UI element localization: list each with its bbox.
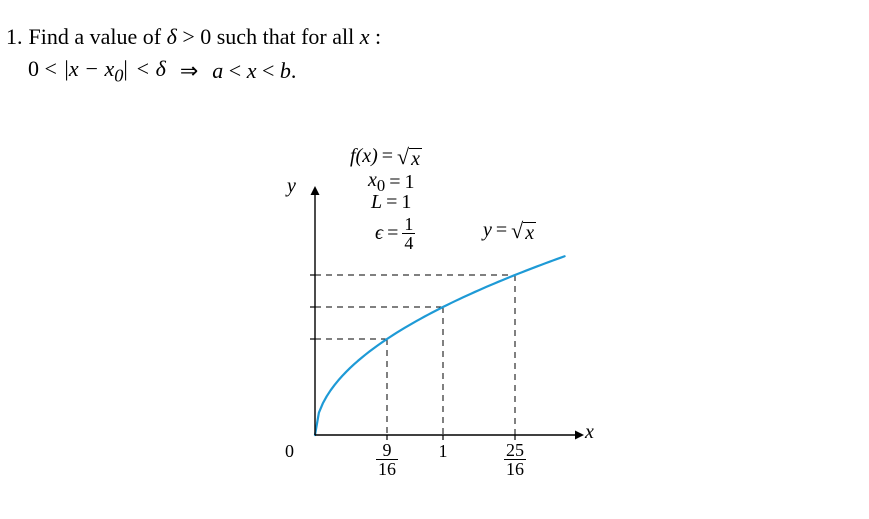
rhs-mid2: <: [256, 58, 279, 83]
y-axis-label: y: [287, 175, 296, 198]
rhs-b: b: [280, 58, 291, 83]
abs-expr: x − x0: [62, 56, 129, 81]
x-tick-label: 916: [375, 441, 399, 478]
x-tick-label: 2516: [503, 441, 527, 478]
problem-statement: 1. Find a value of δ > 0 such that for a…: [6, 24, 381, 50]
delta-symbol: δ: [167, 24, 177, 49]
chart: y x 0 f(x) = √x x0 = 1 L = 1 ϵ = 14: [255, 145, 615, 485]
gt-zero: > 0: [177, 24, 217, 49]
period: .: [291, 58, 297, 83]
implies-symbol: ⇒: [180, 58, 198, 84]
colon: :: [369, 24, 381, 49]
zero-lt: 0 <: [28, 56, 62, 81]
chart-svg: [255, 145, 615, 485]
rhs-mid1: <: [223, 58, 246, 83]
x-axis-label: x: [585, 421, 594, 444]
x-tick-label: 1: [431, 441, 455, 462]
text-before-delta: Find a value of: [29, 24, 167, 49]
curve-label: y = √x: [483, 219, 536, 242]
L-equation: L = 1: [371, 191, 411, 214]
origin-label: 0: [285, 441, 294, 462]
condition-line: 0 < x − x0 < δ ⇒ a < x < b.: [28, 56, 296, 86]
lt-delta: < δ: [130, 56, 166, 81]
text-after: such that for all: [217, 24, 360, 49]
rhs-a: a: [212, 58, 223, 83]
f-equation: f(x) = √x: [350, 145, 422, 168]
epsilon-equation: ϵ = 14: [375, 215, 415, 252]
problem-number: 1.: [6, 24, 23, 50]
